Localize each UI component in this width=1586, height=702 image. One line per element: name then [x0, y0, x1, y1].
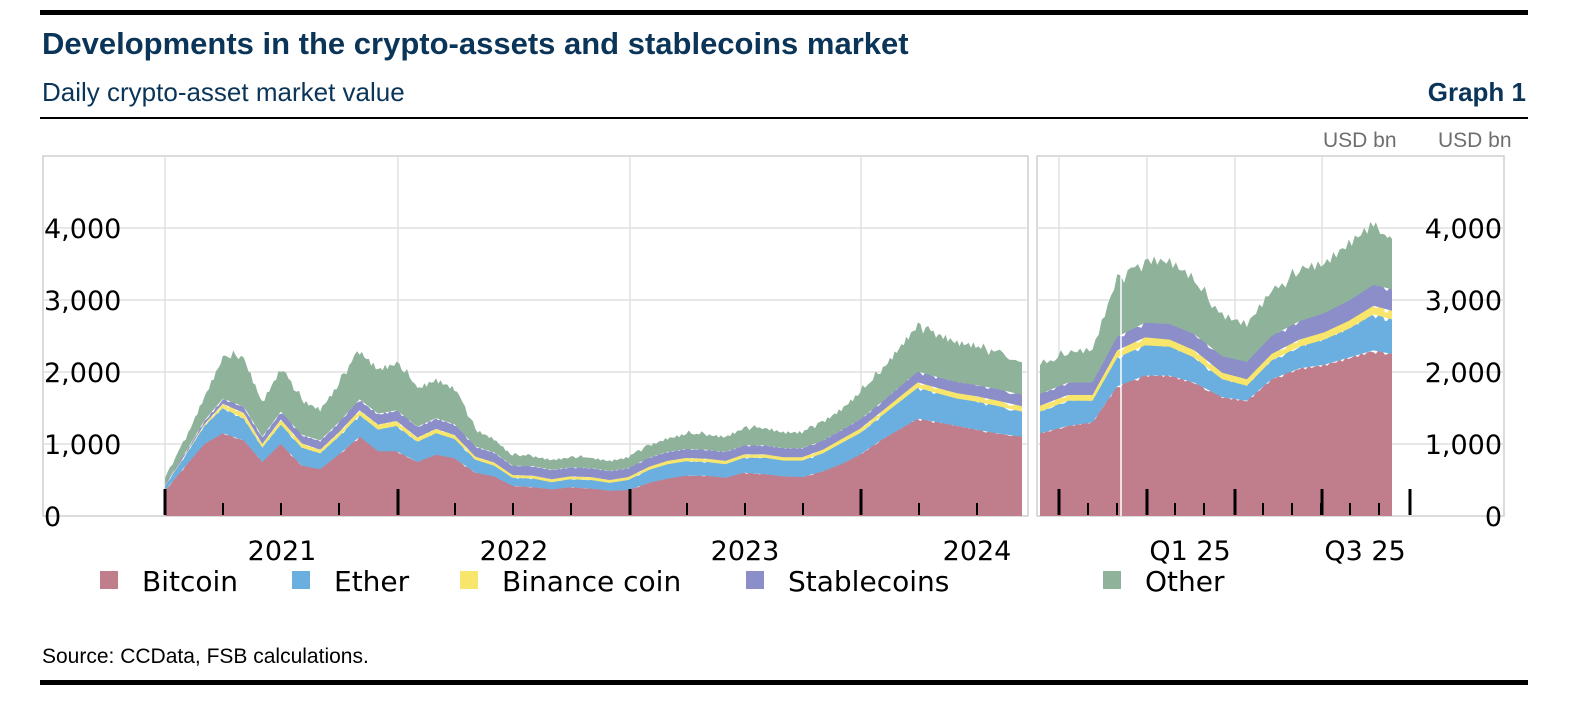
y-tick-label-right: 4,000: [1425, 214, 1502, 245]
y-tick-label-left: 4,000: [44, 214, 121, 245]
top-rule: [40, 10, 1528, 15]
area-stablecoins-panel-1: [165, 369, 1022, 485]
legend-swatch-other: [1103, 571, 1121, 589]
area-bitcoin-panel-2: [1040, 348, 1392, 516]
y-tick-label-right: 0: [1485, 502, 1502, 533]
y-tick-label-left: 2,000: [44, 358, 121, 389]
page-title: Developments in the crypto-assets and st…: [42, 26, 909, 61]
y-tick-label-left: 1,000: [44, 430, 121, 461]
x-tick-label: 2024: [943, 536, 1012, 567]
legend-label-other: Other: [1145, 565, 1225, 598]
y-tick-label-right: 1,000: [1425, 430, 1502, 461]
x-tick-label: Q3 25: [1324, 536, 1405, 567]
source-note: Source: CCData, FSB calculations.: [42, 645, 369, 668]
legend-swatch-ether: [292, 571, 310, 589]
legend-label-ether: Ether: [334, 565, 410, 598]
y-tick-label-right: 2,000: [1425, 358, 1502, 389]
area-bitcoin-panel-1: [165, 418, 1022, 516]
x-tick-label: Q1 25: [1149, 536, 1230, 567]
unit-label-right: USD bn: [1438, 129, 1512, 152]
legend-label-bitcoin: Bitcoin: [142, 565, 238, 598]
legend-swatch-stablecoins: [746, 571, 764, 589]
legend-label-stablecoins: Stablecoins: [788, 565, 949, 598]
x-tick-label: 2022: [480, 536, 549, 567]
bottom-rule: [40, 680, 1528, 685]
area-ether-panel-2: [1040, 312, 1392, 434]
x-tick-label: 2021: [248, 536, 317, 567]
area-other-panel-1: [165, 322, 1022, 484]
legend-swatch-bitcoin: [100, 571, 118, 589]
legend-label-binance-coin: Binance coin: [502, 565, 681, 598]
y-tick-label-right: 3,000: [1425, 286, 1502, 317]
page-subtitle: Daily crypto-asset market value: [42, 77, 405, 107]
x-tick-label: 2023: [711, 536, 780, 567]
area-other-panel-2: [1040, 221, 1392, 394]
graph-label: Graph 1: [1427, 77, 1526, 107]
area-ether-panel-1: [165, 386, 1022, 491]
y-tick-label-left: 3,000: [44, 286, 121, 317]
y-tick-label-left: 0: [44, 502, 61, 533]
legend-swatch-binance-coin: [460, 571, 478, 589]
unit-label-left: USD bn: [1323, 129, 1397, 152]
header-rule: [40, 117, 1528, 119]
